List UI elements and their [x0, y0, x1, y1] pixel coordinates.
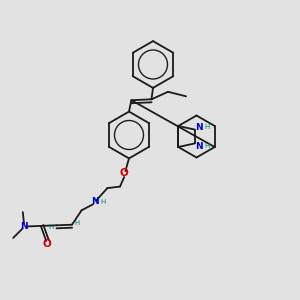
Text: N: N [195, 142, 202, 151]
Text: H: H [75, 220, 80, 226]
Text: N: N [91, 197, 99, 206]
Text: H: H [205, 143, 210, 149]
Text: H: H [205, 124, 210, 130]
Text: H: H [101, 199, 106, 205]
Text: O: O [42, 239, 51, 249]
Text: N: N [195, 123, 202, 132]
Text: H: H [48, 224, 54, 230]
Text: N: N [20, 222, 28, 231]
Text: O: O [120, 168, 129, 178]
